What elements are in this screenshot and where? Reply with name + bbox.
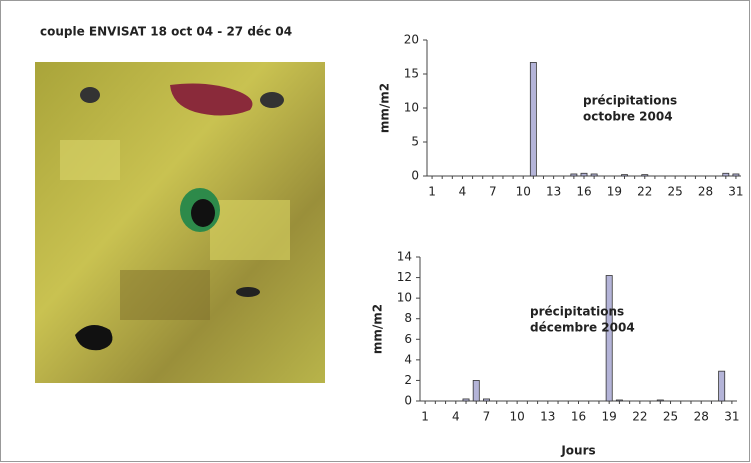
x-tick-label: 1 xyxy=(428,185,436,199)
x-tick-label: 28 xyxy=(698,185,713,199)
y-tick-label: 0 xyxy=(404,394,412,408)
bar xyxy=(723,173,729,176)
y-axis-label: mm/m2 xyxy=(378,83,392,133)
annotation: précipitations xyxy=(583,94,677,108)
bar xyxy=(483,399,489,401)
x-tick-label: 4 xyxy=(452,410,460,424)
bar xyxy=(606,276,612,401)
y-tick-label: 6 xyxy=(404,332,412,346)
bar xyxy=(463,399,469,401)
bar xyxy=(616,400,622,401)
bar xyxy=(581,173,587,176)
y-tick-label: 4 xyxy=(404,352,412,366)
bar xyxy=(591,174,597,176)
x-tick-label: 16 xyxy=(571,410,586,424)
x-tick-label: 10 xyxy=(516,185,531,199)
y-tick-label: 10 xyxy=(397,291,412,305)
x-tick-label: 19 xyxy=(607,185,622,199)
x-tick-label: 25 xyxy=(663,410,678,424)
figure: couple ENVISAT 18 oct 04 - 27 déc 04 0 5 1… xyxy=(0,0,751,463)
bar xyxy=(642,175,648,176)
x-tick-label: 31 xyxy=(724,410,739,424)
x-tick-label: 13 xyxy=(546,185,561,199)
figure-title: couple ENVISAT 18 oct 04 - 27 déc 04 xyxy=(40,25,292,39)
x-tick-label: 19 xyxy=(602,410,617,424)
bar xyxy=(621,175,627,176)
y-tick-label: 20 xyxy=(404,33,419,47)
y-tick-label: 8 xyxy=(404,311,412,325)
y-tick-label: 10 xyxy=(404,101,419,115)
x-tick-label: 22 xyxy=(632,410,647,424)
x-tick-label: 31 xyxy=(728,185,743,199)
y-tick-label: 5 xyxy=(411,135,419,149)
annotation: précipitations xyxy=(530,305,624,319)
x-tick-label: 7 xyxy=(483,410,491,424)
x-tick-label: 7 xyxy=(489,185,497,199)
y-tick-label: 14 xyxy=(397,250,412,264)
bar xyxy=(657,400,663,401)
satellite-image xyxy=(35,62,325,383)
y-axis-label: mm/m2 xyxy=(371,304,385,354)
x-tick-label: 25 xyxy=(668,185,683,199)
y-tick-label: 15 xyxy=(404,67,419,81)
x-tick-label: 4 xyxy=(459,185,467,199)
y-tick-label: 0 xyxy=(411,169,419,183)
bar xyxy=(733,174,739,176)
x-tick-label: 10 xyxy=(510,410,525,424)
bar xyxy=(473,380,479,401)
x-axis-label: Jours xyxy=(560,444,595,458)
bar xyxy=(719,371,725,401)
x-tick-label: 28 xyxy=(694,410,709,424)
bar xyxy=(571,174,577,176)
y-tick-label: 2 xyxy=(404,373,412,387)
annotation: décembre 2004 xyxy=(530,321,635,335)
bar xyxy=(530,62,536,176)
x-tick-label: 22 xyxy=(637,185,652,199)
annotation: octobre 2004 xyxy=(583,110,673,124)
y-tick-label: 12 xyxy=(397,270,412,284)
x-tick-label: 1 xyxy=(421,410,429,424)
x-tick-label: 16 xyxy=(576,185,591,199)
x-tick-label: 13 xyxy=(540,410,555,424)
